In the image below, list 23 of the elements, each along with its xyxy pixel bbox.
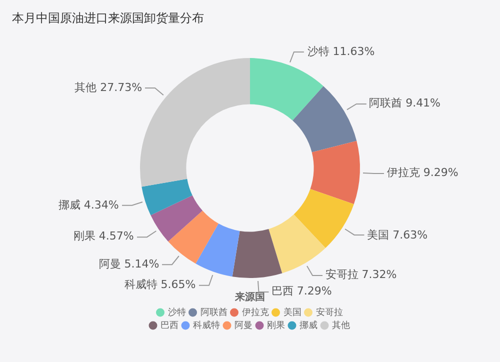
category-label: 科威特 5.65% xyxy=(124,278,196,291)
legend-label: 科威特 xyxy=(193,320,220,330)
chart-title: 本月中国原油进口来源国卸货量分布 xyxy=(12,10,204,27)
legend-label: 刚果 xyxy=(267,320,285,330)
legend-label: 沙特 xyxy=(168,306,186,317)
category-label: 其他 27.73% xyxy=(74,81,142,94)
category-label: 巴西 7.29% xyxy=(271,284,332,298)
legend-label: 其他 xyxy=(332,320,350,330)
category-label: 阿联酋 9.41% xyxy=(369,96,441,110)
legend-label: 阿曼 xyxy=(234,320,252,330)
legend-label: 安哥拉 xyxy=(316,306,343,317)
category-label: 阿曼 5.14% xyxy=(98,257,160,270)
legend-label: 美国 xyxy=(283,306,302,317)
legend-label: 挪威 xyxy=(300,320,318,330)
category-label: 伊拉克 9.29% xyxy=(386,166,458,180)
category-label: 沙特 11.63% xyxy=(307,45,375,58)
category-label: 挪威 4.34% xyxy=(58,198,119,212)
category-label: 安哥拉 7.32% xyxy=(325,268,397,282)
legend-label: 伊拉克 xyxy=(242,306,269,317)
category-label: 美国 7.63% xyxy=(367,228,428,242)
category-label: 刚果 4.57% xyxy=(73,230,134,243)
legend-label: 巴西 xyxy=(160,320,178,330)
legend-label: 阿联酋 xyxy=(200,306,228,317)
